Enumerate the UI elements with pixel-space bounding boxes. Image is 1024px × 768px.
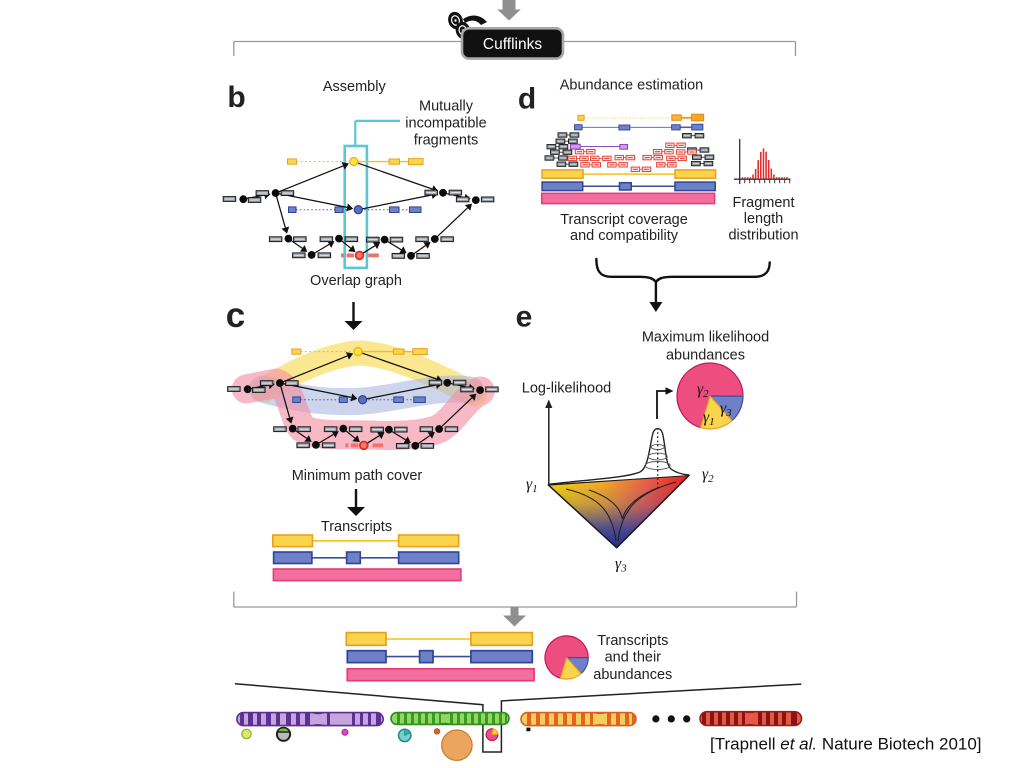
svg-text:and compatibility: and compatibility [570, 228, 679, 244]
svg-text:d: d [518, 83, 536, 116]
svg-text:b: b [227, 81, 245, 114]
svg-text:distribution: distribution [728, 228, 798, 244]
svg-text:Transcripts: Transcripts [597, 633, 668, 649]
svg-text:c: c [226, 296, 245, 335]
svg-text:Cufflinks: Cufflinks [483, 36, 542, 53]
svg-text:and their: and their [605, 650, 662, 666]
svg-text:γ1: γ1 [703, 409, 715, 428]
svg-text:Transcript coverage: Transcript coverage [560, 212, 688, 228]
svg-text:Log-likelihood: Log-likelihood [522, 381, 611, 397]
svg-text:abundances: abundances [666, 348, 745, 364]
svg-text:Transcripts: Transcripts [321, 519, 392, 535]
svg-text:Overlap graph: Overlap graph [310, 273, 402, 289]
svg-text:length: length [744, 211, 784, 227]
svg-text:Abundance estimation: Abundance estimation [560, 78, 704, 94]
svg-text:[Trapnell et al. Nature Biotec: [Trapnell et al. Nature Biotech 2010] [710, 735, 982, 754]
svg-text:Maximum likelihood: Maximum likelihood [642, 330, 769, 346]
svg-text:Fragment: Fragment [732, 195, 794, 211]
svg-text:Mutually: Mutually [419, 99, 474, 115]
svg-text:incompatible: incompatible [405, 116, 486, 132]
svg-text:γ1: γ1 [526, 476, 538, 495]
svg-text:e: e [516, 301, 533, 334]
svg-text:fragments: fragments [414, 132, 478, 148]
svg-text:Assembly: Assembly [323, 79, 387, 95]
svg-text:Minimum path cover: Minimum path cover [292, 468, 423, 484]
svg-text:abundances: abundances [593, 667, 672, 683]
